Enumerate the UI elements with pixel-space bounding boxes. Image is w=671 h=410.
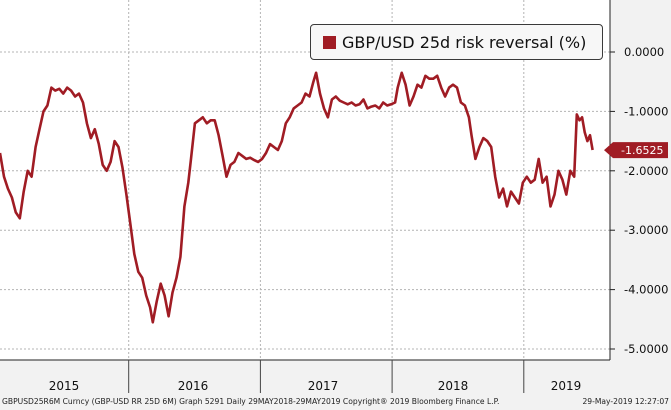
y-tick-label: -1.0000 bbox=[624, 104, 668, 118]
y-axis-ticks: 0.0000 -1.0000 -2.0000 -3.0000 -4.0000 -5.000… bbox=[610, 45, 668, 356]
footer-source: GBPUSD25R6M Curncy (GBP-USD RR 25D 6M) G… bbox=[2, 397, 500, 406]
x-tick-label: 2015 bbox=[49, 379, 80, 393]
y-tick-label: 0.0000 bbox=[624, 45, 664, 59]
x-axis-ticks: 2015 2016 2017 2018 2019 bbox=[49, 360, 582, 393]
legend-swatch bbox=[323, 35, 336, 49]
x-tick-label: 2018 bbox=[438, 379, 469, 393]
footer: GBPUSD25R6M Curncy (GBP-USD RR 25D 6M) G… bbox=[2, 397, 671, 406]
y-tick-label: -4.0000 bbox=[624, 283, 668, 297]
legend: GBP/USD 25d risk reversal (%) bbox=[310, 24, 603, 60]
y-tick-label: -2.0000 bbox=[624, 164, 668, 178]
footer-timestamp: 29-May-2019 12:27:07 bbox=[582, 397, 669, 406]
x-tick-label: 2016 bbox=[178, 379, 209, 393]
legend-label: GBP/USD 25d risk reversal (%) bbox=[342, 32, 587, 52]
x-tick-label: 2017 bbox=[308, 379, 339, 393]
last-value-tag: -1.6525 bbox=[604, 142, 668, 159]
y-tick-label: -5.0000 bbox=[624, 342, 668, 356]
axes bbox=[0, 0, 611, 361]
plot-background bbox=[0, 0, 610, 360]
y-tick-label: -3.0000 bbox=[624, 223, 668, 237]
series-line bbox=[0, 71, 594, 324]
last-value-label: -1.6525 bbox=[621, 144, 663, 157]
x-tick-label: 2019 bbox=[551, 379, 582, 393]
last-value-tag-shape bbox=[604, 142, 668, 159]
